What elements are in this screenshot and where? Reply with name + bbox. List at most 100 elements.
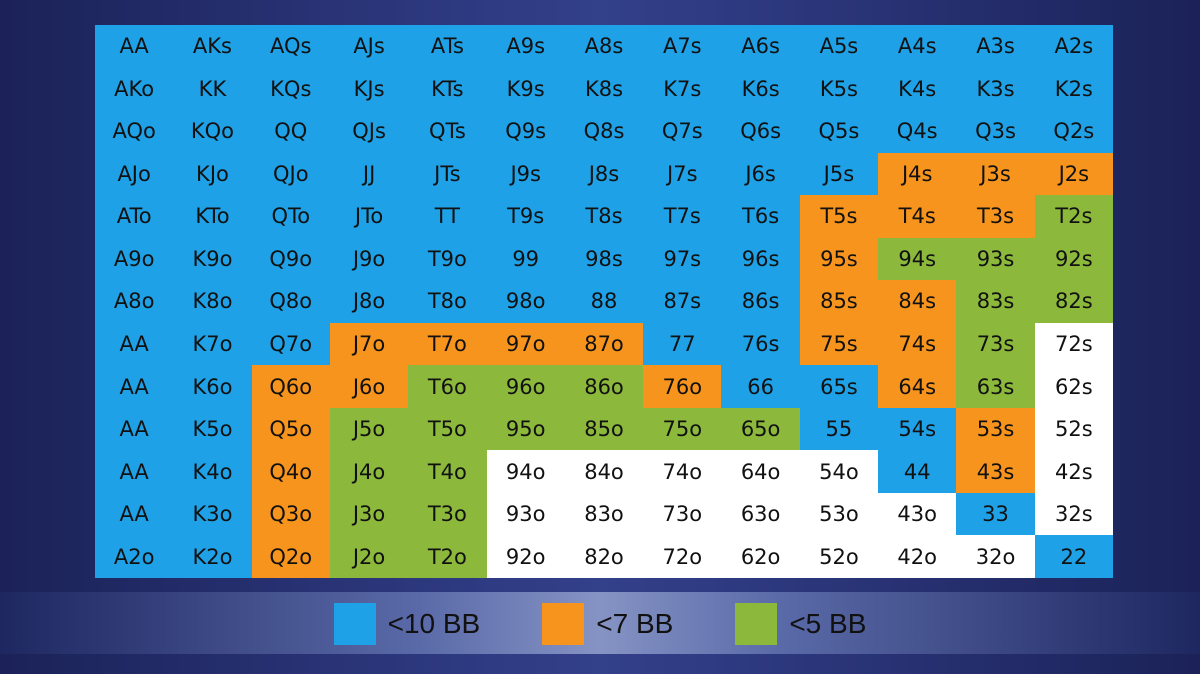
hand-cell: AA — [95, 25, 174, 68]
hand-cell: Q7s — [643, 110, 722, 153]
hand-cell: J3o — [329, 492, 409, 536]
hand-cell: 76s — [721, 322, 800, 366]
hand-cell: 64o — [721, 450, 800, 493]
hand-cell: K9o — [173, 237, 252, 281]
hand-cell: 97o — [486, 322, 565, 366]
hand-cell: K3s — [956, 67, 1035, 111]
hand-cell: K3o — [173, 492, 252, 536]
hand-cell: 64s — [878, 365, 957, 408]
legend-label: <7 BB — [596, 608, 674, 639]
hand-cell: TT — [408, 195, 487, 238]
hand-cell: 86s — [721, 280, 800, 323]
hand-cell: T8o — [408, 280, 487, 323]
hand-cell: Q9o — [251, 237, 330, 281]
hand-cell: A9o — [95, 237, 174, 281]
hand-cell: T9s — [486, 195, 565, 238]
hand-cell: 95s — [799, 237, 879, 281]
hand-cell: Q4s — [878, 110, 957, 153]
hand-cell: 44 — [878, 450, 957, 493]
hand-cell: J2o — [329, 535, 409, 578]
hand-cell: 22 — [1034, 535, 1113, 578]
hand-cell: K4o — [173, 450, 252, 493]
hand-cell: Q5s — [799, 110, 879, 153]
hand-cell: K5o — [173, 407, 252, 451]
hand-cell: KTo — [173, 195, 252, 238]
hand-cell: 73s — [956, 322, 1035, 366]
hand-cell: T7s — [643, 195, 722, 238]
hand-cell: 55 — [799, 407, 879, 451]
hand-cell: AA — [95, 492, 174, 536]
hand-cell: J5o — [329, 407, 409, 451]
hand-cell: Q6s — [721, 110, 800, 153]
hand-cell: 92s — [1034, 237, 1113, 281]
hand-cell: 53o — [799, 492, 879, 536]
hand-cell: A6s — [721, 25, 800, 68]
hand-cell: 99 — [486, 237, 565, 281]
hand-cell: T3s — [956, 195, 1035, 238]
legend-item-under-7bb: <7 BB — [542, 603, 673, 645]
hand-cell: 62o — [721, 535, 800, 578]
hand-cell: Q3s — [956, 110, 1035, 153]
hand-cell: Q4o — [251, 450, 330, 493]
hand-cell: AQs — [251, 25, 330, 68]
hand-cell: 75s — [799, 322, 879, 366]
hand-cell: Q3o — [251, 492, 330, 536]
hand-cell: 63o — [721, 492, 800, 536]
hand-cell: J3s — [956, 152, 1035, 196]
hand-cell: 87o — [564, 322, 644, 366]
hand-cell: 98s — [564, 237, 644, 281]
legend-swatch-orange — [542, 603, 585, 645]
hand-cell: 97s — [643, 237, 722, 281]
hand-cell: 53s — [956, 407, 1035, 451]
hand-cell: K5s — [799, 67, 879, 111]
hand-cell: A7s — [643, 25, 722, 68]
hand-cell: A2o — [95, 535, 174, 578]
hand-cell: AA — [95, 365, 174, 408]
hand-cell: T4s — [878, 195, 957, 238]
hand-cell: K6s — [721, 67, 800, 111]
hand-cell: ATs — [408, 25, 487, 68]
hand-cell: 87s — [643, 280, 722, 323]
hand-cell: 63s — [956, 365, 1035, 408]
hand-cell: KTs — [408, 67, 487, 111]
hand-cell: 66 — [721, 365, 800, 408]
hand-cell: T5s — [799, 195, 879, 238]
hand-cell: Q7o — [251, 322, 330, 366]
legend-band — [0, 592, 1200, 654]
hand-cell: K9s — [486, 67, 565, 111]
hand-cell: 75o — [643, 407, 722, 451]
hand-cell: 72o — [643, 535, 722, 578]
hand-cell: 52o — [799, 535, 879, 578]
hand-cell: J2s — [1034, 152, 1113, 196]
hand-cell: K8s — [564, 67, 644, 111]
hand-cell: 85o — [564, 407, 644, 451]
hand-cell: Q8o — [251, 280, 330, 323]
hand-cell: J7o — [329, 322, 409, 366]
hand-cell: AA — [95, 450, 174, 493]
hand-range-grid: AA AKs AQs AJs ATs A9s A8s A7s A6s A5s A4s A3s A2s AK… — [95, 25, 1113, 578]
hand-cell: JTo — [329, 195, 409, 238]
hand-cell: AJs — [329, 25, 409, 68]
hand-cell: QQ — [251, 110, 330, 153]
hand-cell: T4o — [408, 450, 487, 493]
hand-cell: T5o — [408, 407, 487, 451]
hand-cell: 96o — [486, 365, 565, 408]
hand-cell: J9s — [486, 152, 565, 196]
hand-cell: KJo — [173, 152, 252, 196]
hand-cell: J4s — [878, 152, 957, 196]
hand-cell: AA — [95, 322, 174, 366]
hand-cell: 32o — [956, 535, 1035, 578]
hand-cell: A4s — [878, 25, 957, 68]
hand-cell: Q5o — [251, 407, 330, 451]
hand-cell: J4o — [329, 450, 409, 493]
hand-cell: Q8s — [564, 110, 644, 153]
hand-cell: 83s — [956, 280, 1035, 323]
hand-cell: K7o — [173, 322, 252, 366]
hand-cell: T7o — [408, 322, 487, 366]
hand-cell: T6s — [721, 195, 800, 238]
hand-cell: 72s — [1034, 322, 1113, 366]
hand-cell: 93o — [486, 492, 565, 536]
hand-cell: Q6o — [251, 365, 330, 408]
hand-cell: A9s — [486, 25, 565, 68]
hand-cell: 42s — [1034, 450, 1113, 493]
